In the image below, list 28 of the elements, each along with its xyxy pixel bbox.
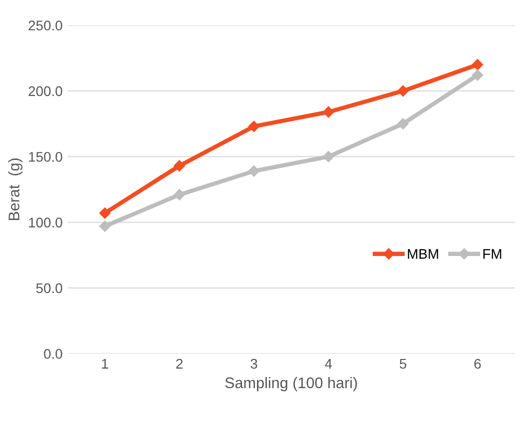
point: [248, 120, 260, 132]
y-tick-label: 200.0: [28, 86, 62, 96]
y-tick-label: 50.0: [36, 283, 62, 294]
point: [322, 106, 334, 118]
point: [322, 151, 334, 162]
point: [472, 59, 484, 70]
legend-label: FM: [483, 249, 502, 259]
y-axis-title: Berat (g): [8, 158, 22, 220]
legend-label: MBM: [408, 249, 438, 259]
x-tick-label: 6: [474, 358, 481, 369]
point: [397, 85, 409, 97]
y-tick-label: 100.0: [29, 218, 62, 228]
x-axis-title: Sampling (100 hari): [225, 377, 357, 392]
x-tick-label: 3: [250, 358, 258, 369]
point: [174, 189, 186, 200]
x-tick-label: 4: [324, 359, 332, 369]
point: [397, 118, 409, 130]
x-tick-label: 1: [102, 359, 108, 369]
y-tick-label: 150.0: [29, 152, 62, 162]
point: [174, 160, 186, 172]
y-tick-label: 0.0: [44, 348, 62, 359]
x-tick-label: 2: [176, 358, 183, 369]
y-tick-label: 250.0: [28, 20, 62, 30]
point: [99, 220, 110, 232]
x-tick-label: 5: [400, 359, 406, 369]
point: [248, 165, 260, 177]
point: [99, 207, 110, 219]
point: [472, 70, 484, 81]
